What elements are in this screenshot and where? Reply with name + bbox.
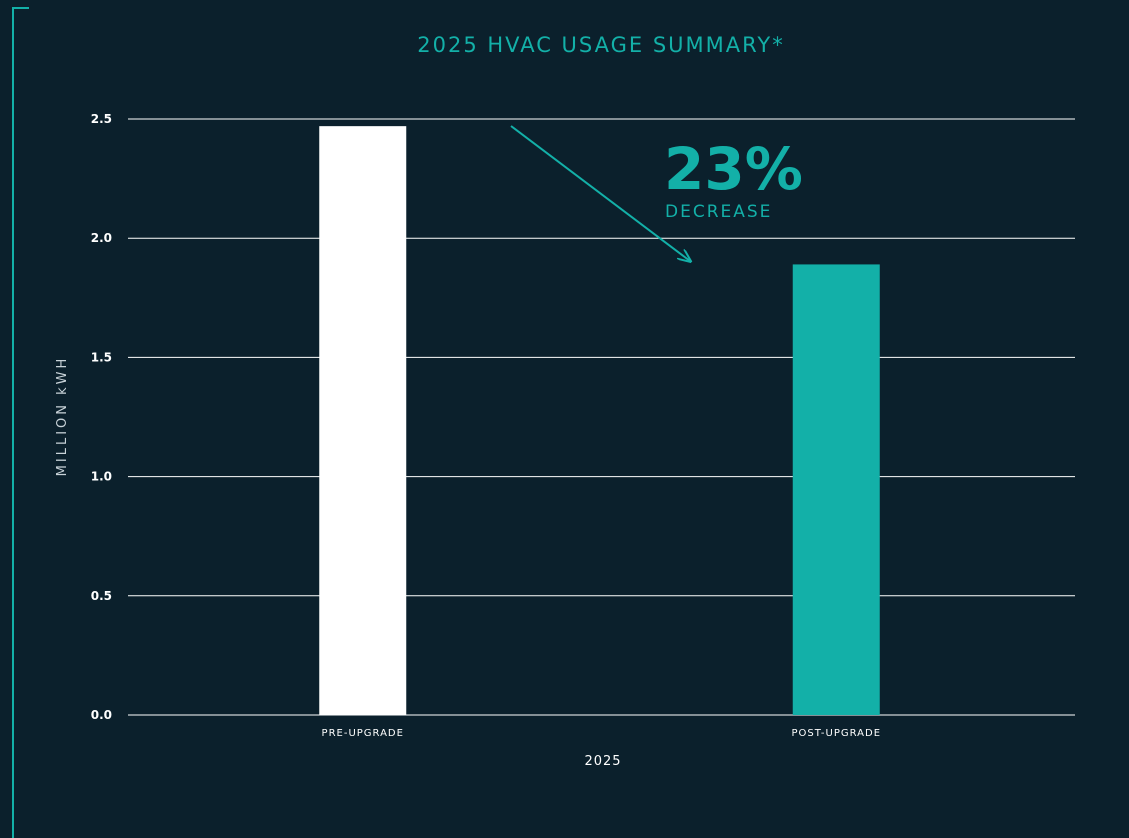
bars	[319, 126, 880, 716]
y-axis-ticks: 0.0 0.5 1.0 1.5 2.0 2.5	[91, 112, 112, 722]
frame-bracket	[12, 7, 29, 838]
gridlines	[128, 118, 1075, 716]
decrease-label: DECREASE	[665, 202, 772, 222]
x-axis-label: 2025	[584, 754, 621, 769]
x-tick-label: POST-UPGRADE	[791, 728, 881, 739]
y-tick-label: 2.0	[91, 231, 112, 245]
y-tick-label: 1.5	[91, 350, 112, 364]
y-tick-label: 2.5	[91, 112, 112, 126]
y-axis-label: MILLION kWH	[55, 356, 70, 477]
x-axis-ticks: PRE-UPGRADE POST-UPGRADE	[322, 728, 881, 739]
decrease-percentage: 23%	[664, 135, 803, 203]
y-tick-label: 1.0	[91, 470, 112, 484]
y-tick-label: 0.5	[91, 589, 112, 603]
decrease-arrow	[510, 125, 690, 261]
y-tick-label: 0.0	[91, 708, 112, 722]
x-tick-label: PRE-UPGRADE	[322, 728, 404, 739]
bar-post-upgrade	[792, 264, 880, 715]
chart-title: 2025 HVAC USAGE SUMMARY*	[417, 33, 784, 57]
bar-pre-upgrade	[319, 126, 407, 716]
